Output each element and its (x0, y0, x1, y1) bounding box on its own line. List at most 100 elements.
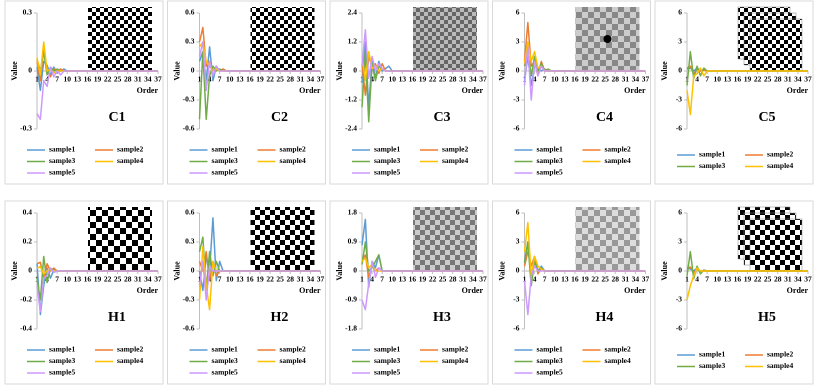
legend-label: sample4 (117, 356, 144, 365)
y-tick-label: 0.3 (185, 37, 195, 46)
chart-title: H2 (271, 310, 289, 325)
x-tick-label: 25 (276, 75, 284, 84)
x-tick-label: 10 (226, 275, 234, 284)
x-axis-label: Order (624, 86, 646, 95)
x-tick-label: 22 (104, 275, 112, 284)
x-axis-label: Order (462, 86, 484, 95)
x-tick-label: 22 (754, 275, 762, 284)
x-tick-label: 25 (601, 275, 609, 284)
x-tick-label: 13 (724, 75, 732, 84)
x-tick-label: 34 (307, 275, 315, 284)
x-tick-label: 34 (632, 75, 640, 84)
legend-label: sample3 (49, 356, 76, 365)
y-axis-label: Value (335, 61, 344, 81)
x-tick-label: 25 (764, 275, 772, 284)
y-tick-label: -0.9 (345, 295, 357, 304)
y-tick-label: 6 (516, 208, 520, 217)
x-tick-label: 7 (543, 75, 547, 84)
x-tick-label: 25 (114, 75, 122, 84)
x-tick-label: 31 (784, 75, 792, 84)
y-tick-label: 0.3 (23, 8, 33, 17)
legend-label: sample3 (537, 156, 564, 165)
x-tick-label: 10 (551, 75, 559, 84)
legend-label: sample4 (442, 156, 469, 165)
legend-label: sample4 (605, 156, 632, 165)
series-line (523, 46, 646, 101)
legend-label: sample4 (280, 156, 307, 165)
x-tick-label: 28 (287, 75, 295, 84)
series-line (686, 67, 808, 116)
x-tick-label: 13 (236, 275, 244, 284)
inset-image (575, 207, 640, 271)
legend-label: sample4 (767, 161, 794, 170)
x-tick-label: 19 (419, 275, 427, 284)
y-tick-label: 2.4 (348, 8, 358, 17)
x-tick-label: 7 (55, 275, 59, 284)
x-tick-label: 13 (74, 75, 82, 84)
x-tick-label: 37 (804, 275, 812, 284)
y-axis-label: Value (660, 261, 669, 281)
x-tick-label: 4 (370, 75, 374, 84)
legend-label: sample1 (212, 145, 239, 154)
legend-label: sample4 (280, 356, 307, 365)
chart-title: H1 (108, 310, 126, 325)
legend-label: sample4 (767, 361, 794, 370)
legend-label: sample3 (212, 156, 239, 165)
chart-title: C1 (108, 110, 125, 125)
x-tick-label: 10 (64, 275, 72, 284)
series-line (198, 41, 321, 92)
x-tick-label: 7 (705, 75, 709, 84)
y-tick-label: 0.3 (185, 237, 195, 246)
x-tick-label: 34 (632, 275, 640, 284)
series-line (523, 265, 646, 316)
x-tick-label: 25 (439, 275, 447, 284)
legend-label: sample5 (374, 368, 401, 377)
y-tick-label: 3 (678, 37, 682, 46)
inset-image (250, 7, 315, 71)
chart-title: C3 (433, 110, 450, 125)
x-tick-label: 13 (399, 75, 407, 84)
x-axis-label: Order (137, 286, 159, 295)
x-tick-label: 37 (642, 75, 650, 84)
x-tick-label: 25 (601, 75, 609, 84)
legend-label: sample1 (699, 150, 726, 159)
legend-label: sample1 (49, 145, 76, 154)
legend-label: sample2 (442, 145, 469, 154)
x-tick-label: 19 (256, 75, 264, 84)
x-tick-label: 10 (389, 275, 397, 284)
x-tick-label: 10 (389, 75, 397, 84)
series-line (361, 260, 483, 311)
x-tick-label: 1 (35, 75, 39, 84)
x-tick-label: 31 (622, 275, 630, 284)
legend-label: sample3 (699, 361, 726, 370)
legend-label: sample3 (699, 161, 726, 170)
x-tick-label: 31 (134, 275, 142, 284)
x-tick-label: 25 (114, 275, 122, 284)
y-tick-label: -1.2 (345, 95, 357, 104)
x-tick-label: 22 (266, 75, 274, 84)
x-tick-label: 22 (754, 75, 762, 84)
x-tick-label: 7 (705, 275, 709, 284)
chart-title: C4 (596, 110, 613, 125)
x-tick-label: 34 (469, 275, 477, 284)
x-tick-label: 13 (561, 275, 569, 284)
x-tick-label: 37 (479, 75, 487, 84)
legend-label: sample1 (212, 345, 239, 354)
x-tick-label: 4 (695, 275, 699, 284)
legend-label: sample4 (605, 356, 632, 365)
chart-title: H5 (758, 310, 776, 325)
y-axis-label: Value (497, 61, 506, 81)
chart-title: C2 (271, 110, 288, 125)
x-tick-label: 13 (74, 275, 82, 284)
legend-label: sample3 (374, 156, 401, 165)
legend-label: sample5 (212, 368, 239, 377)
y-tick-label: 3 (516, 37, 520, 46)
x-tick-label: 37 (154, 275, 162, 284)
x-tick-label: 4 (45, 75, 49, 84)
legend-label: sample1 (537, 145, 564, 154)
legend-label: sample1 (699, 350, 726, 359)
y-tick-label: -6 (513, 324, 519, 333)
x-tick-label: 16 (409, 75, 417, 84)
y-tick-label: 6 (678, 8, 682, 17)
series-line (198, 260, 321, 301)
